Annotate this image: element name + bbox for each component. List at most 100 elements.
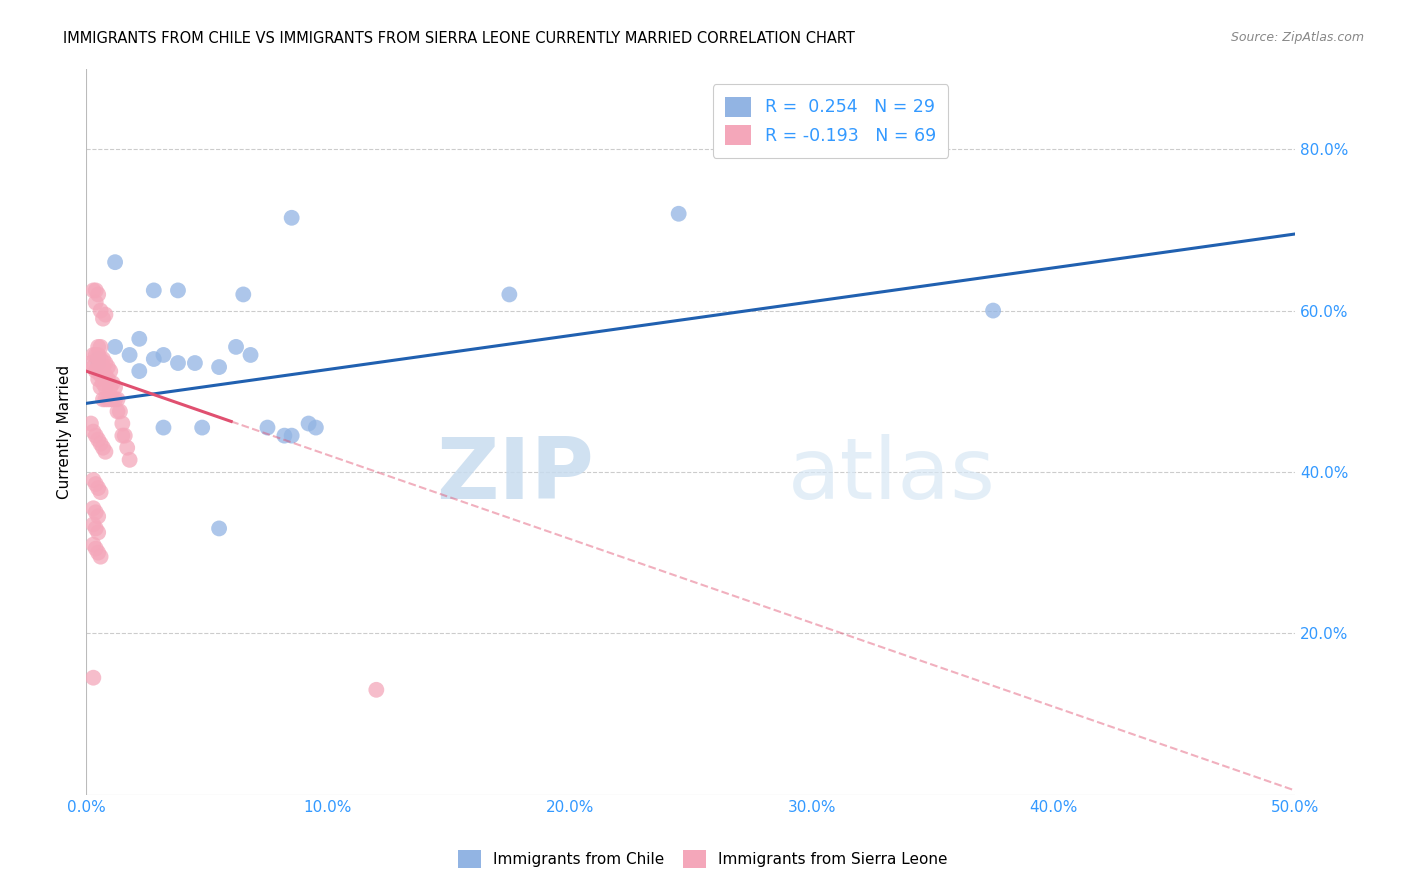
Point (84, 295, 107, 310)
Point (152, 420, 174, 434)
Point (82, 425, 104, 439)
Point (84, 348, 107, 362)
Point (84, 505, 107, 519)
Point (668, 207, 690, 221)
Point (87, 356, 110, 370)
Point (232, 287, 254, 301)
Point (107, 392, 129, 407)
Point (128, 332, 150, 346)
Point (280, 428, 302, 442)
Point (104, 255, 127, 269)
Point (111, 428, 134, 442)
Point (91, 351, 114, 366)
Point (101, 392, 124, 407)
Y-axis label: Currently Married: Currently Married (58, 365, 72, 499)
Point (94, 444, 117, 458)
Point (111, 417, 134, 431)
Point (91, 392, 114, 407)
Point (115, 441, 138, 455)
Point (84, 477, 107, 491)
Text: atlas: atlas (787, 434, 995, 516)
Point (87, 433, 110, 447)
Point (90, 549, 112, 564)
Point (184, 356, 207, 370)
Point (107, 404, 129, 418)
Point (104, 380, 127, 394)
Point (142, 284, 165, 298)
Point (82, 538, 104, 552)
Point (97, 392, 120, 407)
Point (91, 376, 114, 391)
Point (104, 392, 127, 407)
Point (82, 360, 104, 375)
Point (80, 417, 103, 431)
Point (152, 348, 174, 362)
Point (273, 428, 295, 442)
Point (80, 356, 103, 370)
Point (108, 404, 131, 418)
Point (84, 521, 107, 535)
Point (208, 360, 231, 375)
Point (84, 364, 107, 378)
Point (167, 284, 190, 298)
Point (94, 308, 117, 322)
Point (208, 521, 231, 535)
Point (84, 428, 107, 442)
Point (94, 392, 117, 407)
Point (280, 211, 302, 225)
Point (91, 360, 114, 375)
Point (97, 372, 120, 386)
Point (98, 364, 121, 378)
Point (98, 380, 121, 394)
Point (94, 380, 117, 394)
Point (82, 348, 104, 362)
Point (98, 392, 121, 407)
Legend: Immigrants from Chile, Immigrants from Sierra Leone: Immigrants from Chile, Immigrants from S… (451, 843, 955, 875)
Point (82, 473, 104, 487)
Point (118, 453, 141, 467)
Point (87, 360, 110, 375)
Point (981, 303, 1004, 318)
Point (167, 356, 190, 370)
Point (87, 481, 110, 495)
Point (87, 509, 110, 524)
Point (87, 546, 110, 560)
Point (90, 380, 112, 394)
Point (142, 351, 165, 366)
Point (239, 348, 262, 362)
Point (94, 356, 117, 370)
Legend: R =  0.254   N = 29, R = -0.193   N = 69: R = 0.254 N = 29, R = -0.193 N = 69 (713, 85, 948, 158)
Point (91, 441, 114, 455)
Point (82, 671, 104, 685)
Point (82, 284, 104, 298)
Point (94, 368, 117, 383)
Point (191, 420, 214, 434)
Point (84, 284, 107, 298)
Point (91, 311, 114, 326)
Point (90, 485, 112, 500)
Point (90, 303, 112, 318)
Point (90, 436, 112, 450)
Point (128, 364, 150, 378)
Point (297, 417, 319, 431)
Point (104, 340, 127, 354)
Text: ZIP: ZIP (436, 434, 593, 516)
Point (87, 287, 110, 301)
Point (97, 360, 120, 375)
Point (87, 525, 110, 540)
Point (87, 348, 110, 362)
Point (498, 287, 520, 301)
Point (82, 517, 104, 532)
Point (101, 376, 124, 391)
Point (84, 541, 107, 556)
Point (225, 340, 247, 354)
Point (90, 368, 112, 383)
Point (87, 340, 110, 354)
Point (82, 501, 104, 516)
Text: Source: ZipAtlas.com: Source: ZipAtlas.com (1230, 31, 1364, 45)
Point (87, 351, 110, 366)
Point (118, 348, 141, 362)
Point (256, 420, 278, 434)
Point (90, 340, 112, 354)
Text: IMMIGRANTS FROM CHILE VS IMMIGRANTS FROM SIERRA LEONE CURRENTLY MARRIED CORRELAT: IMMIGRANTS FROM CHILE VS IMMIGRANTS FROM… (63, 31, 855, 46)
